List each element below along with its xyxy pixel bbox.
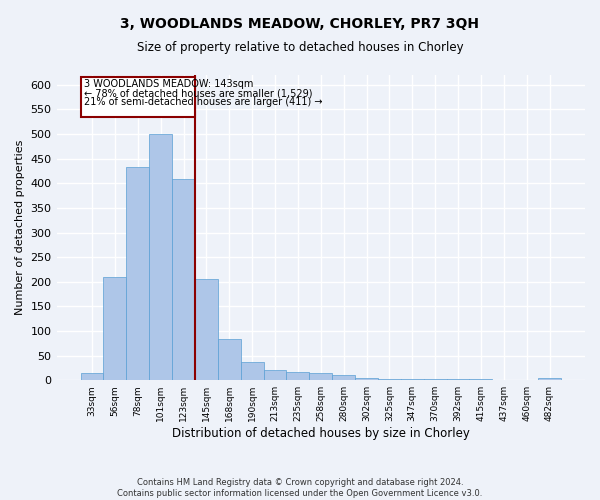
Text: 21% of semi-detached houses are larger (411) →: 21% of semi-detached houses are larger (… <box>84 97 322 107</box>
Bar <box>172 180 195 380</box>
Bar <box>310 373 332 380</box>
Y-axis label: Number of detached properties: Number of detached properties <box>15 140 25 316</box>
Bar <box>263 370 286 380</box>
Bar <box>538 378 561 380</box>
Text: 3 WOODLANDS MEADOW: 143sqm: 3 WOODLANDS MEADOW: 143sqm <box>84 80 253 90</box>
Bar <box>446 379 469 380</box>
Text: ← 78% of detached houses are smaller (1,529): ← 78% of detached houses are smaller (1,… <box>84 88 313 99</box>
Bar <box>149 134 172 380</box>
Text: Contains HM Land Registry data © Crown copyright and database right 2024.
Contai: Contains HM Land Registry data © Crown c… <box>118 478 482 498</box>
Text: Size of property relative to detached houses in Chorley: Size of property relative to detached ho… <box>137 41 463 54</box>
Bar <box>355 378 378 380</box>
Bar <box>332 376 355 380</box>
FancyBboxPatch shape <box>80 78 195 117</box>
X-axis label: Distribution of detached houses by size in Chorley: Distribution of detached houses by size … <box>172 427 470 440</box>
Bar <box>195 280 218 380</box>
Bar <box>241 362 263 380</box>
Bar <box>401 379 424 380</box>
Bar <box>127 167 149 380</box>
Bar <box>469 379 493 380</box>
Bar <box>218 340 241 380</box>
Bar <box>424 379 446 380</box>
Bar <box>378 378 401 380</box>
Bar <box>286 372 310 380</box>
Bar <box>103 277 127 380</box>
Text: 3, WOODLANDS MEADOW, CHORLEY, PR7 3QH: 3, WOODLANDS MEADOW, CHORLEY, PR7 3QH <box>121 18 479 32</box>
Bar <box>80 373 103 380</box>
